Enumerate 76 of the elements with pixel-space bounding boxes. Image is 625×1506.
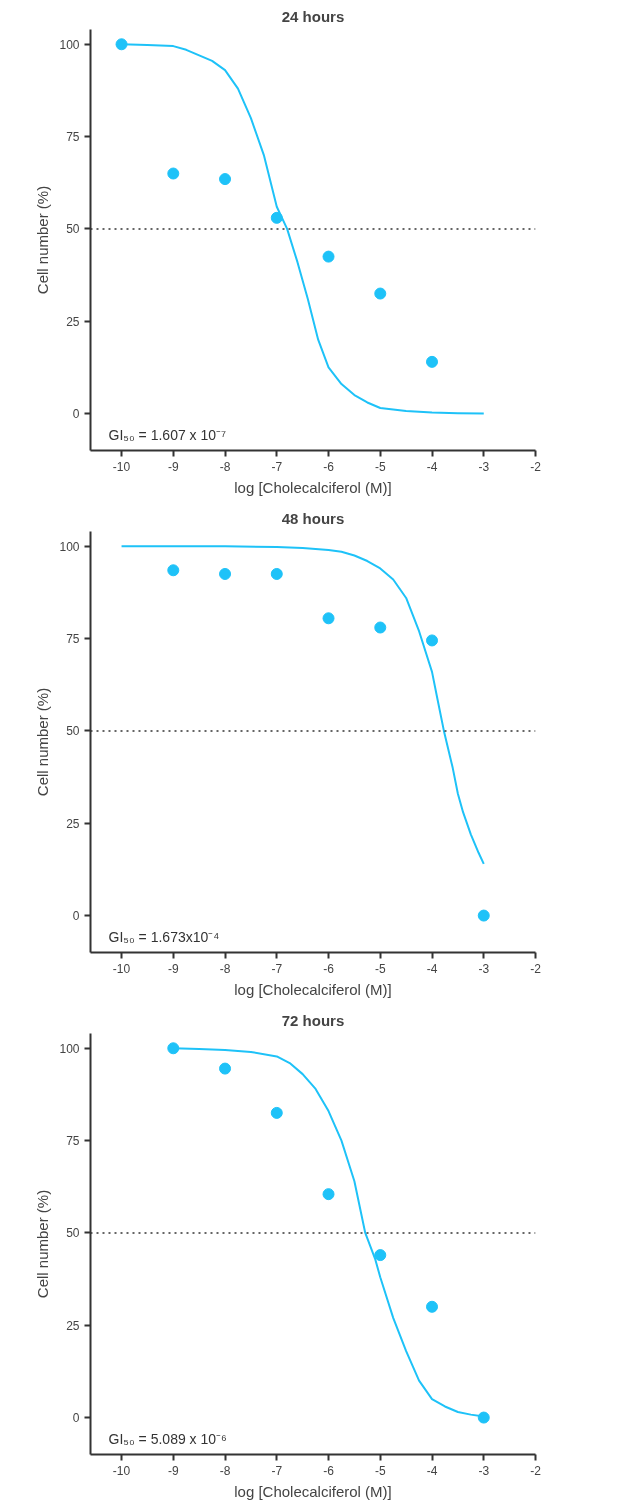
x-tick-label: -5 bbox=[374, 961, 386, 976]
x-tick-label: -9 bbox=[167, 459, 179, 474]
point bbox=[219, 567, 232, 580]
point bbox=[322, 612, 335, 625]
x-tick-label: -10 bbox=[112, 459, 131, 474]
x-tick-label: -7 bbox=[271, 1463, 283, 1478]
x-tick-label: -9 bbox=[167, 1463, 179, 1478]
point bbox=[477, 1411, 490, 1424]
annotation: GI₅₀ = 1.607 x 10⁻⁷ bbox=[108, 426, 227, 443]
x-tick-label: -7 bbox=[271, 459, 283, 474]
y-tick-label: 75 bbox=[66, 130, 80, 145]
point bbox=[426, 634, 439, 647]
y-tick-label: 50 bbox=[66, 724, 80, 739]
x-tick-label: -6 bbox=[323, 961, 335, 976]
y-tick-label: 0 bbox=[72, 1411, 80, 1426]
point bbox=[374, 621, 387, 634]
x-tick-label: -3 bbox=[478, 459, 490, 474]
y-tick-label: 75 bbox=[66, 632, 80, 647]
point bbox=[219, 1062, 232, 1075]
point bbox=[477, 909, 490, 922]
point bbox=[270, 211, 283, 224]
x-tick-label: -4 bbox=[426, 1463, 438, 1478]
point bbox=[426, 1300, 439, 1313]
x-tick-label: -5 bbox=[374, 1463, 386, 1478]
chart-title: 24 hours bbox=[281, 7, 345, 25]
chart-title: 48 hours bbox=[281, 509, 345, 527]
y-axis-title: Cell number (%) bbox=[34, 185, 52, 295]
y-tick-label: 0 bbox=[72, 909, 80, 924]
y-axis-title: Cell number (%) bbox=[34, 1189, 52, 1299]
y-axis-title: Cell number (%) bbox=[34, 687, 52, 797]
x-tick-label: -8 bbox=[219, 961, 231, 976]
point bbox=[270, 567, 283, 580]
x-tick-label: -4 bbox=[426, 459, 438, 474]
annotation: GI₅₀ = 1.673x10⁻⁴ bbox=[108, 928, 220, 945]
point bbox=[374, 287, 387, 300]
x-tick-label: -2 bbox=[530, 1463, 542, 1478]
y-tick-label: 100 bbox=[59, 1041, 80, 1056]
x-axis-title: log [Cholecalciferol (M)] bbox=[234, 478, 392, 496]
point bbox=[115, 38, 128, 51]
x-axis-title: log [Cholecalciferol (M)] bbox=[234, 1482, 392, 1500]
point bbox=[426, 355, 439, 368]
point bbox=[167, 167, 180, 180]
x-tick-label: -2 bbox=[530, 961, 542, 976]
y-tick-label: 25 bbox=[66, 1318, 80, 1333]
x-tick-label: -6 bbox=[323, 1463, 335, 1478]
x-tick-label: -8 bbox=[219, 1463, 231, 1478]
line-series bbox=[120, 545, 485, 865]
x-tick-label: -10 bbox=[112, 961, 131, 976]
x-tick-label: -6 bbox=[323, 459, 335, 474]
point bbox=[219, 173, 232, 186]
y-tick-label: 25 bbox=[66, 816, 80, 831]
x-tick-label: -4 bbox=[426, 961, 438, 976]
point bbox=[167, 564, 180, 577]
point bbox=[322, 250, 335, 263]
point bbox=[270, 1106, 283, 1119]
point bbox=[322, 1188, 335, 1201]
y-tick-label: 100 bbox=[59, 37, 80, 52]
x-axis-title: log [Cholecalciferol (M)] bbox=[234, 980, 392, 998]
chart-title: 72 hours bbox=[281, 1011, 345, 1029]
y-tick-label: 0 bbox=[72, 407, 80, 422]
point bbox=[167, 1042, 180, 1055]
x-tick-label: -7 bbox=[271, 961, 283, 976]
y-tick-label: 50 bbox=[66, 1226, 80, 1241]
annotation: GI₅₀ = 5.089 x 10⁻⁶ bbox=[108, 1430, 227, 1447]
x-tick-label: -10 bbox=[112, 1463, 131, 1478]
x-tick-label: -8 bbox=[219, 459, 231, 474]
y-tick-label: 100 bbox=[59, 539, 80, 554]
x-tick-label: -2 bbox=[530, 459, 542, 474]
y-tick-label: 75 bbox=[66, 1134, 80, 1149]
y-tick-label: 25 bbox=[66, 314, 80, 329]
x-tick-label: -3 bbox=[478, 1463, 490, 1478]
point bbox=[374, 1249, 387, 1262]
x-tick-label: -9 bbox=[167, 961, 179, 976]
x-tick-label: -5 bbox=[374, 459, 386, 474]
y-tick-label: 50 bbox=[66, 222, 80, 237]
x-tick-label: -3 bbox=[478, 961, 490, 976]
